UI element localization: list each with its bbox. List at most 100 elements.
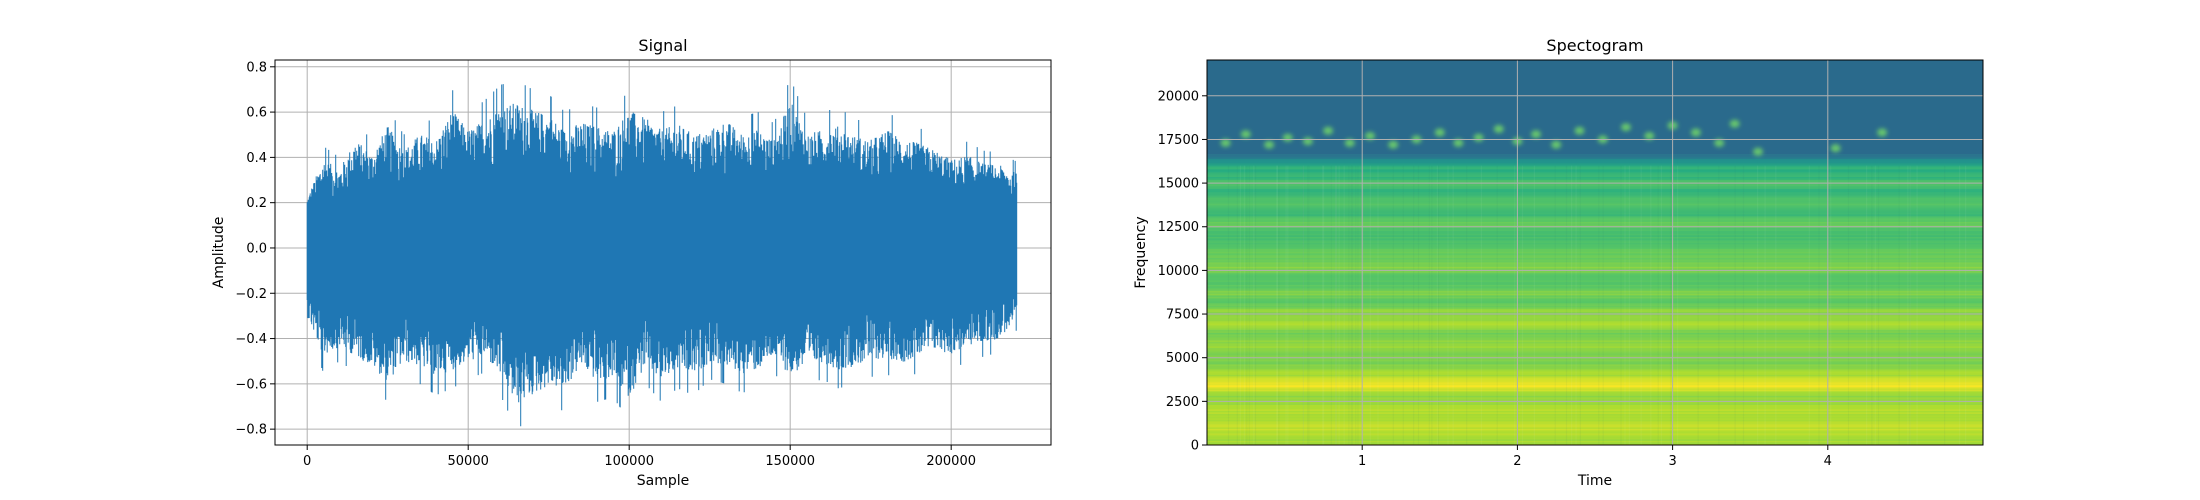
- spectrogram-texture: [1392, 165, 1394, 445]
- signal-ytick-label: −0.4: [235, 332, 267, 347]
- spectrogram-row: [1207, 385, 1983, 387]
- spectrogram-row: [1207, 319, 1983, 321]
- spectrogram-texture: [1276, 165, 1278, 445]
- spectrogram-row: [1207, 172, 1983, 174]
- spectrogram-texture: [1965, 165, 1967, 445]
- spectrogram-row: [1207, 289, 1983, 291]
- spectrogram-texture: [1944, 165, 1946, 445]
- spectrogram-texture: [1830, 165, 1832, 445]
- spectrogram-row: [1207, 371, 1983, 374]
- spectrogram-xtick-label: 2: [1513, 454, 1521, 469]
- spectrogram-burst: [1753, 147, 1763, 156]
- spectrogram-row: [1207, 332, 1983, 335]
- spectrogram-row: [1207, 304, 1983, 306]
- spectrogram-row: [1207, 350, 1983, 353]
- spectrogram-texture: [1775, 165, 1777, 445]
- spectrogram-row: [1207, 320, 1983, 323]
- signal-ytick-label: 0.8: [246, 60, 267, 75]
- spectrogram-row: [1207, 307, 1983, 309]
- spectrogram-row: [1207, 221, 1983, 224]
- spectrogram-texture: [1554, 165, 1556, 445]
- spectrogram-row: [1207, 383, 1983, 386]
- spectrogram-row: [1207, 176, 1983, 179]
- spectrogram-burst: [1644, 132, 1655, 140]
- spectrogram-row: [1207, 256, 1983, 258]
- spectrogram-row: [1207, 433, 1983, 435]
- spectrogram-burst: [1365, 132, 1375, 140]
- spectrogram-row: [1207, 191, 1983, 194]
- signal-axes-frame: [274, 59, 1052, 446]
- spectrogram-row: [1207, 199, 1983, 201]
- spectrogram-row: [1207, 434, 1983, 437]
- spectrogram-burst: [1551, 140, 1562, 149]
- spectrogram-texture: [1898, 165, 1900, 445]
- spectrogram-row: [1207, 238, 1983, 240]
- spectrogram-row: [1207, 167, 1983, 170]
- spectrogram-texture: [1285, 165, 1287, 445]
- spectrogram-texture: [1808, 165, 1810, 445]
- spectrogram-row: [1207, 341, 1983, 344]
- spectrogram-burst: [1453, 138, 1464, 147]
- spectrogram-row: [1207, 310, 1983, 312]
- spectrogram-row: [1207, 257, 1983, 260]
- spectrogram-row: [1207, 281, 1983, 284]
- spectrogram-row: [1207, 259, 1983, 261]
- spectrogram-ytick-label: 17500: [1158, 133, 1199, 148]
- spectrogram-row: [1207, 163, 1983, 165]
- spectrogram-row: [1207, 343, 1983, 345]
- spectrogram-row: [1207, 424, 1983, 426]
- spectrogram-texture: [1466, 165, 1468, 445]
- signal-ytick-label: 0.2: [246, 196, 267, 211]
- spectrogram-row: [1207, 430, 1983, 432]
- signal-ytick-label: −0.2: [235, 287, 267, 302]
- spectrogram-row: [1207, 211, 1983, 213]
- spectrogram-burst: [1388, 140, 1399, 149]
- spectrogram-texture: [1514, 165, 1516, 445]
- spectrogram-row: [1207, 190, 1983, 192]
- spectrogram-texture: [1718, 165, 1720, 445]
- signal-xlabel: Sample: [637, 473, 690, 489]
- spectrogram-row: [1207, 205, 1983, 207]
- spectrogram-row: [1207, 352, 1983, 354]
- spectrogram-row: [1207, 413, 1983, 416]
- spectrogram-row: [1207, 361, 1983, 363]
- spectrogram-row: [1207, 439, 1983, 441]
- spectrogram-row: [1207, 154, 1983, 156]
- spectrogram-texture: [1227, 165, 1230, 445]
- spectrogram-xtick-label: 4: [1824, 454, 1832, 469]
- spectrogram-row: [1207, 373, 1983, 375]
- spectrogram-row: [1207, 395, 1983, 398]
- spectrogram-row: [1207, 193, 1983, 195]
- spectrogram-row: [1207, 305, 1983, 308]
- spectrogram-texture: [1866, 165, 1868, 445]
- spectrogram-ytick-label: 10000: [1158, 264, 1199, 279]
- spectrogram-row: [1207, 157, 1983, 159]
- spectrogram-texture: [1246, 165, 1248, 445]
- spectrogram-row: [1207, 260, 1983, 263]
- spectrogram-row: [1207, 314, 1983, 317]
- spectrogram-texture: [1628, 165, 1630, 445]
- spectrogram-texture: [1671, 165, 1673, 445]
- spectrogram-row: [1207, 194, 1983, 197]
- spectrogram-texture: [1437, 165, 1440, 445]
- spectrogram-texture: [1818, 165, 1820, 445]
- spectrogram-row: [1207, 164, 1983, 167]
- spectrogram-row: [1207, 346, 1983, 348]
- spectrogram-row: [1207, 389, 1983, 392]
- spectrogram-xlabel: Time: [1577, 473, 1612, 489]
- spectrogram-texture: [1208, 165, 1210, 445]
- spectrogram-texture: [1276, 165, 1278, 445]
- spectrogram-texture: [1620, 165, 1622, 445]
- spectrogram-row: [1207, 160, 1983, 162]
- spectrogram-row: [1207, 173, 1983, 176]
- spectrogram-ytick-label: 2500: [1166, 395, 1199, 410]
- spectrogram-row: [1207, 340, 1983, 342]
- spectrogram-burst: [1714, 138, 1725, 147]
- spectrogram-row: [1207, 268, 1983, 270]
- spectrogram-row: [1207, 323, 1983, 326]
- signal-ytick-label: 0.0: [246, 241, 267, 256]
- spectrogram-texture: [1343, 165, 1345, 445]
- spectrogram-row: [1207, 250, 1983, 252]
- spectrogram-texture: [1413, 165, 1415, 445]
- spectrogram-row: [1207, 331, 1983, 333]
